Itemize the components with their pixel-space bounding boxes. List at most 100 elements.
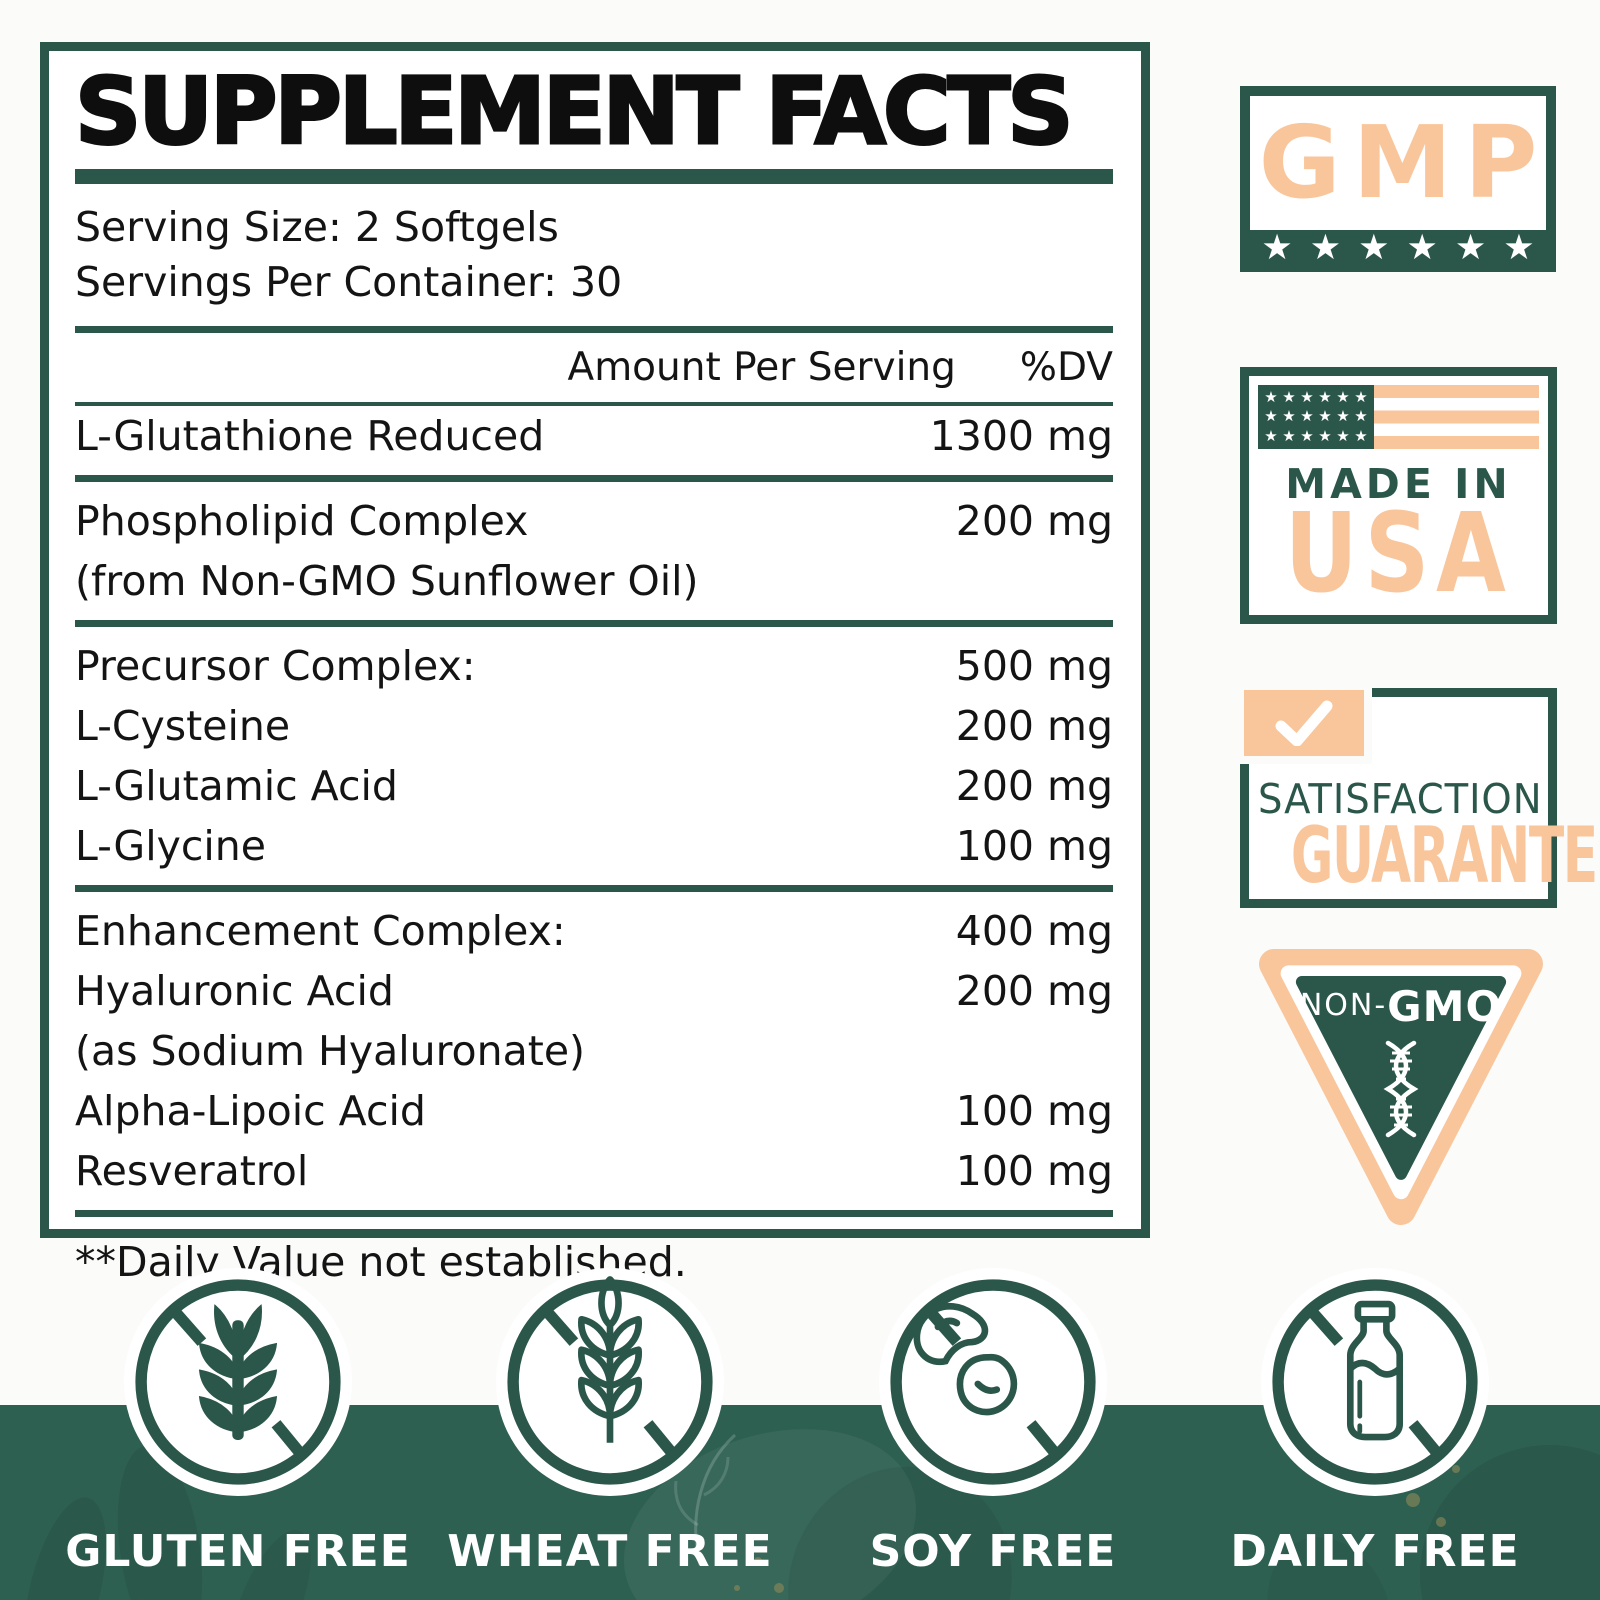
title-underline-bar (75, 168, 1113, 184)
star-icon: ★ (1264, 426, 1278, 445)
divider (75, 474, 1113, 482)
ingredient-amount: 100 mg (955, 1146, 1113, 1195)
satisfaction-text: SATISFACTION (1257, 775, 1543, 823)
ingredient-name: Enhancement Complex: (75, 906, 566, 955)
ingredient-name: Alpha-Lipoic Acid (75, 1086, 426, 1135)
ingredient-name: Phospholipid Complex (75, 496, 529, 545)
check-box (1236, 682, 1372, 764)
ingredient-row: (as Sodium Hyaluronate) (75, 1021, 1113, 1081)
ingredient-name: Hyaluronic Acid (75, 966, 394, 1015)
ingredient-row: L-Glutathione Reduced 1300 mg (75, 406, 1113, 466)
star-icon: ★ (1261, 227, 1293, 268)
star-icon: ★ (1454, 227, 1487, 268)
sprig-decoration (674, 1433, 737, 1566)
dot-decoration (1406, 1493, 1420, 1507)
ingredient-row: (from Non-GMO Sunflower Oil) (75, 551, 1113, 611)
star-icon: ★ (1336, 407, 1350, 426)
made-in-usa-badge: ★ ★ ★ ★ ★ ★ ★ ★ ★ ★ ★ ★ ★ ★ ★ ★ ★ ★ MADE IN USA (1240, 367, 1557, 624)
star-icon: ★ (1300, 407, 1314, 426)
serving-size: Serving Size: 2 Softgels (75, 202, 559, 251)
dot-decoration (1436, 1517, 1446, 1527)
ingredient-amount: 200 mg (955, 496, 1113, 545)
star-icon: ★ (1354, 388, 1368, 407)
usa-text: USA (1284, 489, 1513, 617)
star-icon: ★ (1336, 426, 1350, 445)
non-gmo-badge: NON-GMO (1256, 938, 1546, 1238)
ingredient-name: L-Glutathione Reduced (75, 411, 545, 460)
ingredient-amount: 200 mg (955, 701, 1113, 750)
ingredient-amount: 100 mg (955, 821, 1113, 870)
ingredient-amount: 400 mg (955, 906, 1113, 955)
ingredient-amount: 100 mg (955, 1086, 1113, 1135)
table-header: Amount Per Serving %DV (75, 333, 1113, 402)
soy-free-icon (879, 1268, 1107, 1496)
dot-decoration (774, 1583, 784, 1593)
star-icon: ★ (1336, 388, 1350, 407)
ingredient-row: Hyaluronic Acid 200 mg (75, 961, 1113, 1021)
amount-per-serving-header: Amount Per Serving (567, 344, 956, 390)
gluten-free-icon (124, 1268, 352, 1496)
wheat-free-icon (496, 1268, 724, 1496)
soy-free-label: SOY FREE (869, 1526, 1117, 1577)
divider (75, 884, 1113, 892)
ingredient-row: L-Cysteine 200 mg (75, 696, 1113, 756)
star-icon: ★ (1318, 388, 1332, 407)
divider (75, 1209, 1113, 1217)
ingredient-amount: 1300 mg (929, 411, 1113, 460)
ingredient-row: Precursor Complex: 500 mg (75, 636, 1113, 696)
ingredient-row: Alpha-Lipoic Acid 100 mg (75, 1081, 1113, 1141)
gmp-badge: GMP ★ ★ ★ ★ ★ ★ (1240, 86, 1556, 272)
star-icon: ★ (1300, 388, 1314, 407)
ingredient-name: Resveratrol (75, 1146, 309, 1195)
star-icon: ★ (1318, 426, 1332, 445)
star-icon: ★ (1264, 407, 1278, 426)
usa-flag-icon: ★ ★ ★ ★ ★ ★ ★ ★ ★ ★ ★ ★ ★ ★ ★ ★ ★ ★ (1258, 385, 1539, 449)
star-icon: ★ (1264, 388, 1278, 407)
ingredient-name: L-Glycine (75, 821, 266, 870)
ingredient-row: L-Glutamic Acid 200 mg (75, 756, 1113, 816)
panel-title: SUPPLEMENT FACTS (74, 58, 1076, 165)
dot-decoration (754, 1557, 762, 1565)
dairy-free-label: DAILY FREE (1230, 1526, 1520, 1577)
satisfaction-guarantee-badge: SATISFACTION GUARANTEE (1236, 682, 1600, 908)
ingredient-row: Phospholipid Complex 200 mg (75, 491, 1113, 551)
dna-icon (1383, 1040, 1419, 1138)
gmp-label-box: GMP (1250, 96, 1546, 230)
divider (75, 619, 1113, 627)
soybean-icon (890, 1279, 1096, 1485)
divider (75, 325, 1113, 333)
ingredient-row: Resveratrol 100 mg (75, 1141, 1113, 1201)
guarantee-text: GUARANTEE (1290, 809, 1600, 901)
ingredient-row: Enhancement Complex: 400 mg (75, 901, 1113, 961)
non-gmo-text: NON-GMO (1256, 982, 1546, 1031)
ingredient-name: L-Glutamic Acid (75, 761, 398, 810)
star-icon: ★ (1309, 227, 1342, 268)
supplement-facts-panel: SUPPLEMENT FACTS Serving Size: 2 Softgel… (40, 42, 1150, 1286)
gmp-star-row: ★ ★ ★ ★ ★ ★ (1240, 226, 1556, 270)
ingredient-name: L-Cysteine (75, 701, 291, 750)
flag-stripes (1374, 385, 1539, 449)
star-icon: ★ (1354, 426, 1368, 445)
gluten-free-label: GLUTEN FREE (65, 1526, 411, 1577)
checkmark-icon (1244, 690, 1364, 756)
ingredient-amount: 200 mg (955, 761, 1113, 810)
star-icon: ★ (1354, 407, 1368, 426)
ingredient-name: (from Non-GMO Sunflower Oil) (75, 556, 699, 605)
dairy-free-icon (1261, 1268, 1489, 1496)
ingredient-name: (as Sodium Hyaluronate) (75, 1026, 586, 1075)
wheat-free-label: WHEAT FREE (447, 1526, 773, 1577)
dv-header: %DV (1019, 344, 1113, 390)
servings-per-container: Servings Per Container: 30 (75, 257, 623, 306)
wheat-icon (135, 1279, 341, 1485)
wheat-outline-icon (507, 1276, 713, 1485)
ingredient-name: Precursor Complex: (75, 641, 476, 690)
ingredient-amount: 200 mg (955, 966, 1113, 1015)
milk-bottle-icon (1272, 1279, 1478, 1485)
star-icon: ★ (1406, 227, 1438, 268)
dot-decoration (1452, 1465, 1460, 1473)
flag-star-field: ★ ★ ★ ★ ★ ★ ★ ★ ★ ★ ★ ★ ★ ★ ★ ★ ★ ★ (1258, 385, 1374, 449)
ingredient-amount: 500 mg (955, 641, 1113, 690)
dot-decoration (734, 1585, 740, 1591)
star-icon: ★ (1282, 426, 1296, 445)
star-icon: ★ (1503, 227, 1535, 268)
